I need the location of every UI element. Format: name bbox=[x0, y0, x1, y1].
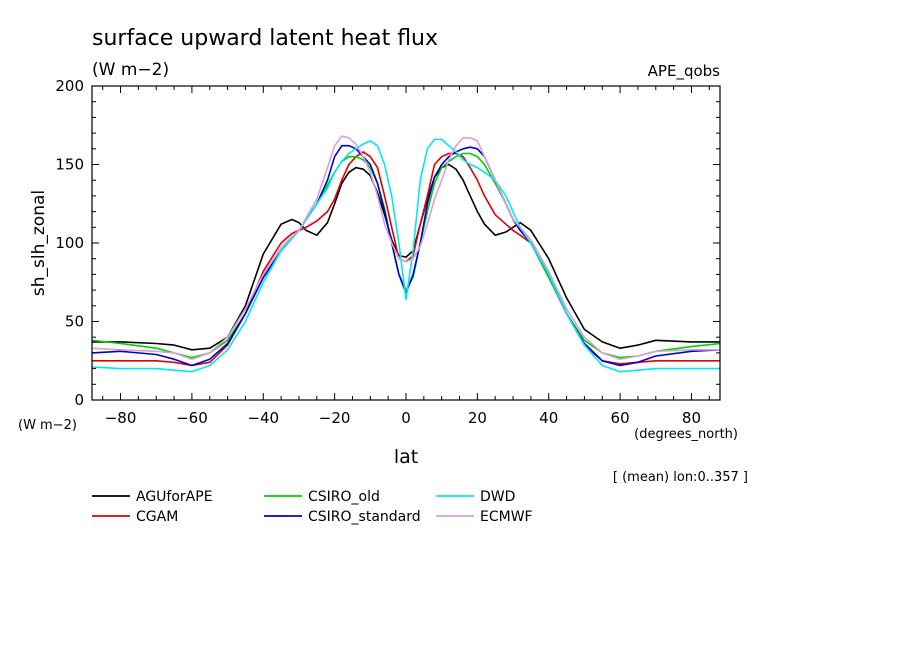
chart-header: surface upward latent heat flux (W m−2) … bbox=[92, 26, 720, 81]
axis-ticks bbox=[92, 86, 720, 400]
series-line-ecmwf bbox=[91, 135, 720, 361]
y-tick-labels: 0 50 100 150 200 bbox=[55, 77, 84, 409]
x-tick-labels: −80 −60 −40 −20 0 20 40 60 80 bbox=[105, 409, 701, 427]
legend-label: CSIRO_standard bbox=[308, 509, 421, 525]
y-tick-label: 150 bbox=[55, 156, 84, 174]
y-tick-label: 50 bbox=[65, 313, 84, 331]
legend-label: DWD bbox=[480, 489, 515, 505]
series-lines bbox=[91, 135, 721, 373]
x-tick-label: 40 bbox=[539, 409, 558, 427]
x-tick-label: 20 bbox=[468, 409, 487, 427]
x-axis-unit: (degrees_north) bbox=[634, 427, 738, 442]
x-tick-label: 80 bbox=[682, 409, 701, 427]
x-axis-title: lat bbox=[394, 446, 418, 468]
y-axis-title: sh_slh_zonal bbox=[29, 190, 49, 296]
chart-title: surface upward latent heat flux bbox=[92, 26, 438, 51]
y-tick-label: 200 bbox=[55, 77, 84, 95]
legend-label: CSIRO_old bbox=[308, 489, 380, 505]
legend-label: ECMWF bbox=[480, 509, 533, 525]
y-tick-label: 100 bbox=[55, 234, 84, 252]
series-line-dwd bbox=[91, 138, 720, 373]
x-tick-label: −80 bbox=[105, 409, 137, 427]
legend-label: AGUforAPE bbox=[136, 489, 213, 505]
legend: AGUforAPE CGAM CSIRO_old CSIRO_standard DWD E… bbox=[92, 489, 533, 525]
x-tick-label: 0 bbox=[401, 409, 411, 427]
x-tick-label: 60 bbox=[611, 409, 630, 427]
chart-subtitle: (W m−2) bbox=[92, 60, 169, 80]
averaging-note: [ (mean) lon:0..357 ] bbox=[613, 470, 748, 485]
series-line-csiro-standard bbox=[91, 144, 721, 367]
series-line-cgam bbox=[92, 151, 720, 367]
x-tick-label: −20 bbox=[319, 409, 351, 427]
legend-label: CGAM bbox=[136, 509, 178, 525]
series-line-aguforape bbox=[92, 163, 720, 351]
y-tick-label: 0 bbox=[74, 391, 84, 409]
dataset-tag: APE_qobs bbox=[648, 62, 721, 81]
plot-frame bbox=[91, 85, 721, 401]
series-line-csiro-old bbox=[91, 152, 721, 359]
x-tick-label: −60 bbox=[176, 409, 208, 427]
y-axis-unit: (W m−2) bbox=[18, 418, 77, 433]
x-tick-label: −40 bbox=[247, 409, 279, 427]
